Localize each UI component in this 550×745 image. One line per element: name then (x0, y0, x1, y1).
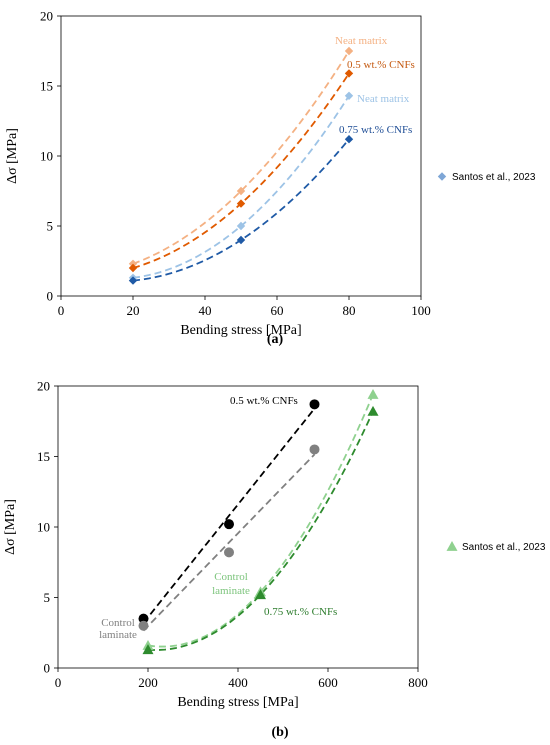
data-point (236, 199, 246, 208)
y-tick-label: 0 (47, 289, 54, 304)
y-tick-label: 10 (40, 149, 53, 164)
data-point (236, 221, 246, 231)
x-tick-label: 400 (228, 675, 248, 690)
annotation-label: laminate (99, 629, 137, 641)
plot-area (60, 15, 422, 297)
annotation-label: Control (214, 571, 248, 583)
annotation-label: Control (101, 617, 135, 629)
fit-line (147, 394, 374, 648)
legend-label: Santos et al., 2023 (452, 172, 536, 183)
x-tick-label: 40 (199, 303, 212, 318)
x-tick-label: 200 (138, 675, 158, 690)
data-point (128, 263, 138, 273)
annotation-label: Neat matrix (357, 93, 410, 105)
x-tick-label: 20 (127, 303, 140, 318)
fit-line (132, 50, 350, 265)
annotation-label: 0.75 wt.% CNFs (264, 606, 337, 618)
panel-label: (a) (267, 332, 284, 347)
data-point (236, 186, 246, 196)
legend-marker (446, 541, 458, 551)
x-tick-label: 0 (55, 675, 62, 690)
data-point (344, 46, 354, 56)
fit-line (147, 411, 374, 651)
annotation-label: laminate (212, 585, 250, 597)
x-tick-label: 800 (408, 675, 428, 690)
y-tick-label: 15 (40, 79, 53, 94)
data-point (138, 620, 149, 631)
data-point (367, 405, 379, 416)
data-point (344, 135, 354, 144)
data-point (138, 613, 149, 624)
y-axis-label: Δσ [MPa] (5, 128, 20, 184)
data-point (309, 444, 320, 455)
x-tick-label: 100 (411, 303, 431, 318)
data-point (128, 276, 138, 285)
data-point (236, 235, 246, 245)
fit-line (142, 407, 316, 624)
fit-line (132, 138, 350, 282)
x-tick-label: 60 (271, 303, 284, 318)
y-tick-label: 5 (44, 590, 51, 605)
x-tick-label: 600 (318, 675, 338, 690)
data-point (142, 644, 154, 655)
data-point (367, 388, 379, 399)
y-tick-label: 0 (44, 661, 51, 676)
data-point (255, 589, 266, 600)
annotation-label: 0.5 wt.% CNFs (230, 395, 298, 407)
y-axis-label: Δσ [MPa] (3, 499, 18, 555)
panel-label: (b) (271, 725, 288, 740)
annotation-label: 0.5 wt.% CNFs (347, 59, 415, 71)
y-tick-label: 20 (40, 9, 53, 24)
fit-line (142, 453, 316, 632)
data-point (344, 69, 354, 78)
fit-line (132, 95, 350, 279)
y-tick-label: 20 (37, 379, 50, 394)
y-tick-label: 10 (37, 520, 50, 535)
data-point (224, 547, 234, 558)
y-tick-label: 5 (47, 219, 54, 234)
legend-label: Santos et al., 2023 (462, 542, 546, 553)
chart-a: 0 20 40 60 80 100 0 5 10 15 20 Bending stress [MPa]… (5, 9, 536, 348)
x-axis-label: Bending stress [MPa] (180, 323, 301, 338)
x-tick-label: 80 (343, 303, 356, 318)
data-point (344, 91, 354, 100)
annotation-label: 0.75 wt.% CNFs (339, 124, 412, 136)
chart-b: 0 200 400 600 800 0 5 10 15 20 Bending stress [MPa… (3, 379, 546, 741)
annotation-label: Neat matrix (335, 35, 388, 47)
x-tick-label: 0 (58, 303, 65, 318)
legend-marker (437, 172, 447, 181)
x-axis-label: Bending stress [MPa] (177, 695, 298, 710)
data-point (309, 399, 320, 410)
data-point (224, 519, 234, 530)
y-tick-label: 15 (37, 449, 50, 464)
